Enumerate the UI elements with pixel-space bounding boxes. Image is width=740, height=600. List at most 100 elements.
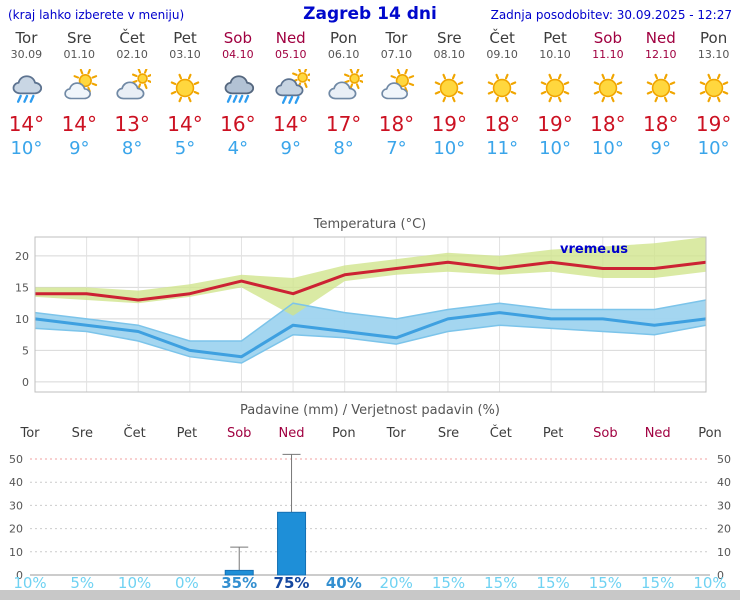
day-min-temp: 9° [650,137,671,159]
day-max-temp: 14° [61,111,98,136]
day-date: 07.10 [380,47,413,61]
precip-probability: 10% [118,574,151,590]
day-name: Pon [700,29,728,47]
day-column-08.10[interactable]: Sre 08.10 19° 10° [423,26,476,172]
precip-probability: 75% [274,574,310,590]
day-column-11.10[interactable]: Sob 11.10 18° 10° [581,26,634,172]
day-max-temp: 13° [114,111,150,136]
precip-probability: 5% [70,574,94,590]
day-date: 10.10 [539,47,571,61]
day-column-10.10[interactable]: Pet 10.10 19° 10° [529,26,582,172]
day-max-temp: 19° [695,111,732,136]
partly-cloudy-icon [60,68,98,107]
day-max-temp: 19° [537,111,573,136]
day-min-temp: 10° [10,137,43,159]
day-name: Ned [275,29,306,47]
precip-day-label: Čet [124,425,146,441]
precip-day-label: Pet [543,426,563,441]
svg-text:20: 20 [9,523,23,536]
day-max-temp: 19° [431,111,468,136]
day-min-temp: 9° [280,137,301,159]
day-column-06.10[interactable]: Pon 06.10 17° 8° [317,26,370,172]
svg-text:10: 10 [9,546,23,559]
page-title: Zagreb 14 dni [303,4,437,24]
svg-text:10: 10 [717,546,731,559]
precip-probability: 35% [221,574,257,590]
precip-bar [277,511,307,576]
day-column-03.10[interactable]: Pet 03.10 14° 5° [159,26,212,172]
sunny-icon [536,69,574,107]
day-column-09.10[interactable]: Čet 09.10 18° 11° [476,26,529,172]
day-min-temp: 10° [539,137,571,159]
svg-text:5: 5 [22,344,29,357]
temp-chart-title: Temperatura (°C) [313,217,426,232]
day-min-temp: 11° [486,137,519,159]
day-date: 30.09 [10,47,43,61]
precip-day-label: Tor [386,426,407,441]
day-min-temp: 8° [333,137,354,159]
svg-text:30: 30 [9,499,23,512]
precip-bar [224,569,254,576]
day-max-temp: 17° [325,111,362,136]
precip-probability: 15% [432,574,465,590]
day-column-12.10[interactable]: Ned 12.10 18° 9° [634,26,687,172]
precip-probability: 10% [693,574,726,590]
day-column-02.10[interactable]: Čet 02.10 13° 8° [106,26,159,172]
day-column-30.09[interactable]: Tor 30.09 14° 10° [0,26,53,172]
day-date: 06.10 [327,47,360,61]
precip-probability: 15% [589,574,622,590]
day-column-05.10[interactable]: Ned 05.10 14° 9° [264,26,317,172]
day-name: Pet [173,29,197,47]
day-date: 11.10 [592,47,624,61]
day-date: 03.10 [169,47,201,61]
sunny-icon [166,69,204,107]
day-column-01.10[interactable]: Sre 01.10 14° 9° [53,26,106,172]
svg-text:10: 10 [15,313,29,326]
precip-day-label: Sre [72,426,93,441]
day-column-07.10[interactable]: Tor 07.10 18° 7° [370,26,423,172]
day-name: Sre [66,29,92,47]
mostly-cloudy-icon [325,67,365,107]
precip-probability: 40% [326,574,362,590]
precip-day-label: Čet [490,425,512,441]
precip-probability: 15% [641,574,674,590]
day-min-temp: 5° [174,137,196,159]
day-max-temp: 16° [220,111,256,136]
day-name: Čet [119,29,145,47]
svg-text:30: 30 [717,499,731,512]
day-date: 09.10 [486,47,518,61]
precip-chart-title: Padavine (mm) / Verjetnost padavin (%) [240,403,500,418]
precip-day-label: Sre [438,426,459,441]
heavy-rain-icon [219,69,257,107]
day-date: 08.10 [433,47,466,61]
precip-day-label: Pon [332,426,356,441]
temperature-chart: 0 5 10 15 20 Temperatura (°C) vreme.us [15,217,707,393]
partly-cloudy-icon [377,68,415,107]
day-name: Sre [437,29,462,47]
precip-day-label: Ned [645,426,671,441]
precip-probability: 10% [13,574,46,590]
day-max-temp: 14° [273,111,309,136]
day-max-temp: 18° [590,111,626,136]
day-min-temp: 9° [69,137,90,159]
max-temp-line [35,260,707,302]
precip-day-label: Ned [279,426,305,441]
day-date: 05.10 [274,47,307,61]
forecast-strip: Tor 30.09 14° 10° Sre 01.10 14° 9° Čet 02.10 13° 8°… [0,26,740,172]
header: (kraj lahko izberete v meniju) Zagreb 14… [0,4,740,24]
day-max-temp: 18° [378,111,415,136]
rain-icon [7,69,45,107]
day-column-04.10[interactable]: Sob 04.10 16° 4° [211,26,264,172]
day-column-13.10[interactable]: Pon 13.10 19° 10° [687,26,740,172]
footer-bar [0,590,740,600]
day-name: Sob [593,29,622,47]
sunny-icon [430,69,468,107]
precip-probability: 15% [484,574,517,590]
day-date: 13.10 [697,47,730,61]
day-name: Pet [543,29,567,47]
day-min-temp: 10° [591,137,624,159]
day-min-temp: 10° [433,137,466,159]
day-max-temp: 14° [8,111,45,136]
precipitation-chart: Padavine (mm) / Verjetnost padavin (%) To… [9,403,731,590]
